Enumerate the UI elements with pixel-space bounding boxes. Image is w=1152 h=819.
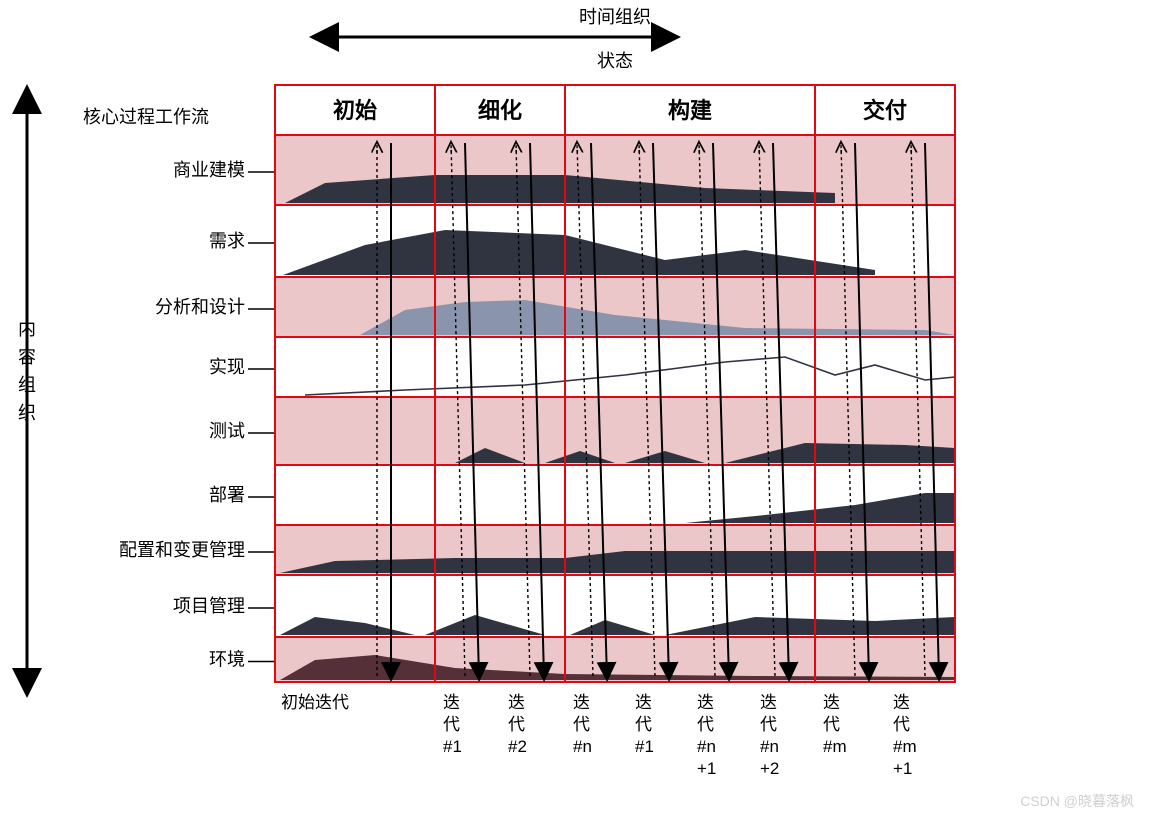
iteration-label: 代 <box>697 715 714 734</box>
phase-label: 交付 <box>863 98 907 123</box>
iteration-label: 迭 <box>573 693 590 712</box>
row-label: 项目管理 <box>173 596 245 616</box>
watermark: CSDN @晓暮落枫 <box>1020 791 1134 811</box>
phase-label: 细化 <box>478 98 522 123</box>
iteration-label: 代 <box>573 715 590 734</box>
iteration-label: 迭 <box>893 693 910 712</box>
iteration-label: 代 <box>443 715 460 734</box>
row-label: 环境 <box>209 650 245 670</box>
iteration-label: +1 <box>697 759 716 778</box>
phase-label: 初始 <box>333 98 377 123</box>
rup-diagram: 时间组织状态内容组织初始细化构建交付核心过程工作流商业建模需求分析和设计实现测试… <box>5 5 1105 815</box>
axis-top-label: 时间组织 <box>579 7 651 27</box>
phase-label: 构建 <box>668 98 712 123</box>
iteration-label: 代 <box>893 715 910 734</box>
iteration-label: +2 <box>760 759 779 778</box>
iteration-label: #n <box>697 737 716 756</box>
iteration-label: +1 <box>893 759 912 778</box>
iteration-label: #m <box>823 737 847 756</box>
row-label: 分析和设计 <box>155 297 245 317</box>
iteration-label: 代 <box>823 715 840 734</box>
iteration-label: 代 <box>760 715 777 734</box>
iteration-label: #1 <box>443 737 462 756</box>
row-label: 实现 <box>209 357 245 377</box>
row-label: 配置和变更管理 <box>119 540 245 560</box>
row-label: 测试 <box>209 421 245 441</box>
row-label: 部署 <box>209 485 245 505</box>
row-label: 需求 <box>209 231 245 251</box>
iteration-label: 迭 <box>443 693 460 712</box>
row-label: 商业建模 <box>173 160 245 180</box>
iteration-label: 迭 <box>760 693 777 712</box>
iteration-label: #1 <box>635 737 654 756</box>
iteration-label: 迭 <box>697 693 714 712</box>
iteration-label: 迭 <box>635 693 652 712</box>
iteration-label: #n <box>760 737 779 756</box>
iteration-label: 迭 <box>508 693 525 712</box>
iteration-label: 代 <box>635 715 652 734</box>
section-core-label: 核心过程工作流 <box>83 107 209 127</box>
axis-state-label: 状态 <box>597 51 633 71</box>
iteration-label: #2 <box>508 737 527 756</box>
iteration-label: 迭 <box>823 693 840 712</box>
iteration-label: 初始迭代 <box>281 693 349 712</box>
iteration-label: 代 <box>508 715 525 734</box>
iteration-label: #n <box>573 737 592 756</box>
iteration-label: #m <box>893 737 917 756</box>
